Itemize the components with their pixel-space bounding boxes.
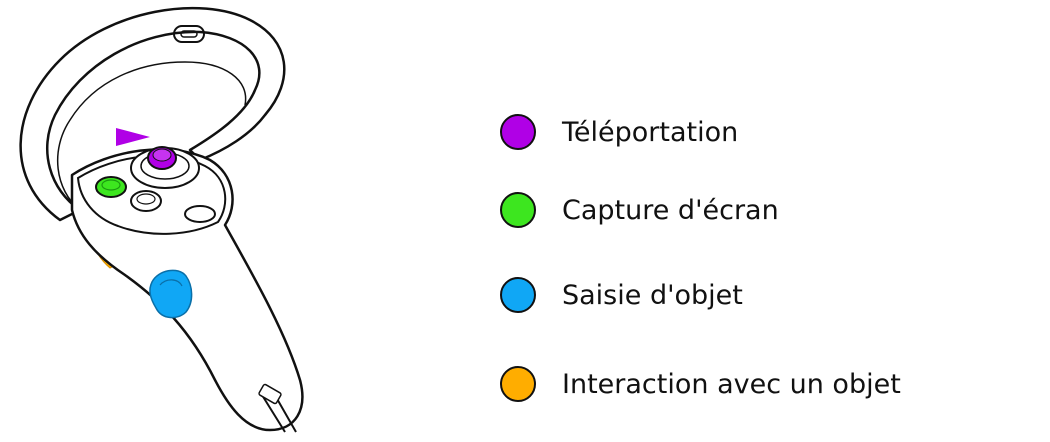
legend-item-teleport: Téléportation [500,114,738,150]
grip-button [149,269,193,319]
interact-color-dot [500,366,536,402]
ring-logo [173,25,205,43]
teleport-color-dot [500,114,536,150]
tracking-ring [19,6,286,222]
legend-item-interact: Interaction avec un objet [500,366,901,402]
legend-item-grab: Saisie d'objet [500,277,743,313]
legend-label: Interaction avec un objet [562,368,901,400]
vr-controller-illustration [19,6,304,433]
button-menu [184,205,216,223]
legend-label: Saisie d'objet [562,279,743,311]
screenshot-color-dot [500,192,536,228]
teleport-arrow-icon [116,128,150,146]
legend-label: Capture d'écran [562,194,779,226]
legend-label: Téléportation [562,116,739,148]
legend-item-screenshot: Capture d'écran [500,192,779,228]
grab-color-dot [500,277,536,313]
